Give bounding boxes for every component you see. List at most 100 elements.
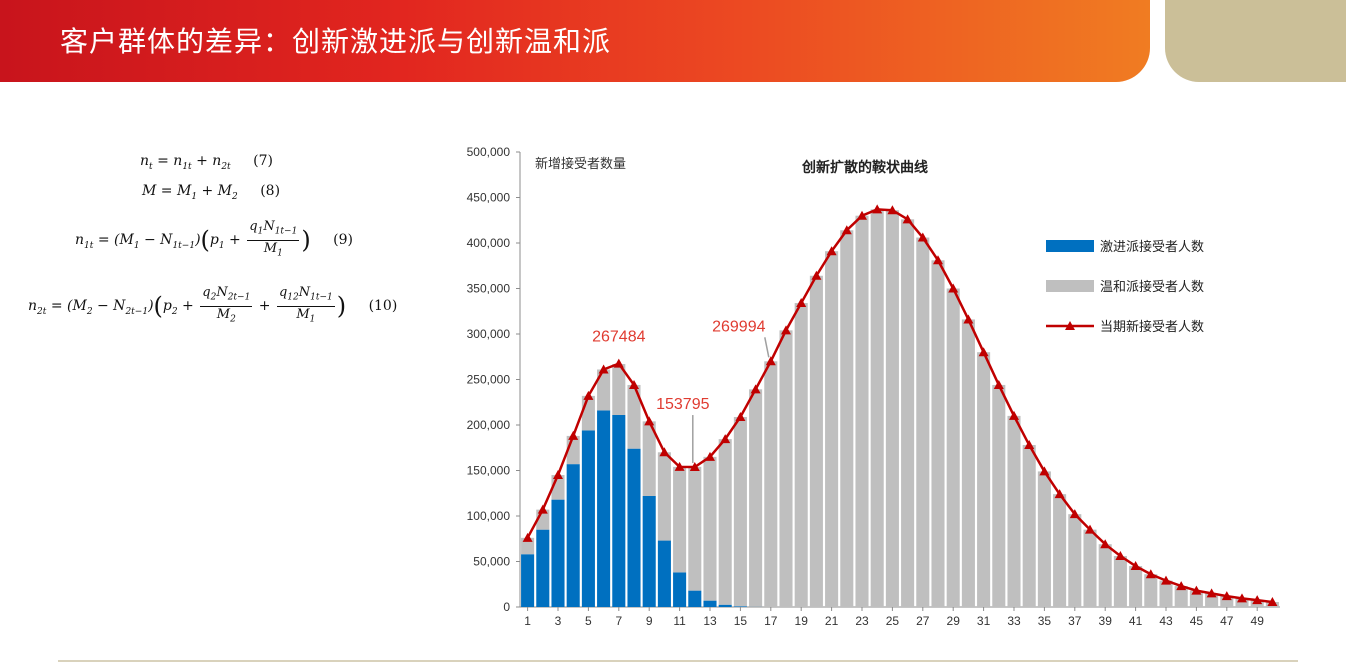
line-marker	[644, 416, 655, 426]
y-tick-label: 250,000	[467, 373, 511, 387]
header-decoration-tab	[1165, 0, 1346, 82]
equation-number: (10)	[368, 298, 398, 315]
equation-number: (8)	[260, 183, 281, 199]
line-marker	[1161, 575, 1171, 585]
line-new-adopters	[526, 208, 1273, 604]
bar-moderate	[1174, 586, 1188, 607]
bar-moderate	[977, 352, 991, 607]
bar-moderate	[870, 209, 884, 607]
bar-aggressive	[597, 410, 611, 607]
bar-moderate	[688, 466, 702, 591]
bar-moderate	[1083, 529, 1097, 607]
bar-aggressive	[673, 572, 687, 607]
bar-moderate	[825, 251, 839, 607]
line-marker	[841, 225, 852, 235]
chart-bars	[521, 209, 1279, 607]
bar-moderate	[840, 230, 854, 607]
bar-moderate	[946, 288, 960, 607]
annotation-label: 269994	[712, 318, 765, 335]
bar-moderate	[961, 319, 975, 607]
x-tick-label: 19	[795, 614, 809, 628]
line-marker	[537, 504, 548, 514]
line-marker	[1237, 593, 1247, 603]
line-marker	[553, 470, 563, 480]
line-marker	[1009, 410, 1019, 420]
equation-9: n1t = (M1 − N1t−1)(p1 + q1N1t−1 M1) (9)	[75, 219, 353, 259]
x-tick-label: 23	[855, 614, 869, 628]
bar-moderate	[916, 237, 930, 607]
line-marker	[522, 532, 533, 542]
line-marker	[1176, 581, 1187, 591]
x-tick-label: 49	[1251, 614, 1265, 628]
x-tick-label: 31	[977, 614, 991, 628]
bar-moderate	[1113, 556, 1127, 607]
x-tick-label: 33	[1007, 614, 1021, 628]
bar-moderate	[855, 215, 869, 607]
line-marker	[826, 246, 837, 256]
bar-moderate	[1144, 574, 1158, 607]
bar-aggressive	[581, 430, 595, 607]
line-marker	[781, 325, 791, 335]
line-marker	[629, 379, 639, 389]
bar-moderate	[1098, 544, 1112, 607]
bar-moderate	[992, 384, 1006, 607]
bar-moderate	[1053, 494, 1067, 607]
line-marker	[735, 411, 746, 421]
bar-aggressive	[703, 600, 717, 607]
bar-moderate	[1037, 471, 1051, 607]
chart-line	[522, 204, 1278, 606]
line-marker	[674, 461, 685, 471]
x-tick-label: 25	[886, 614, 900, 628]
line-marker	[1115, 551, 1126, 561]
line-marker	[1130, 561, 1141, 571]
bar-moderate	[794, 303, 808, 607]
line-marker	[1221, 591, 1232, 601]
x-tick-label: 11	[673, 614, 686, 628]
equation-number: (7)	[253, 153, 273, 169]
bar-moderate	[1159, 580, 1173, 607]
annotation-label: 153795	[656, 396, 709, 413]
x-tick-label: 41	[1129, 614, 1143, 628]
line-marker	[765, 356, 776, 366]
y-tick-label: 500,000	[467, 145, 511, 159]
chart-labels: 267484 153795 269994 新增接受者数量 创新扩散的鞍状曲线	[535, 156, 928, 464]
annotation-leader	[764, 337, 770, 358]
x-tick-label: 37	[1068, 614, 1082, 628]
line-marker	[568, 430, 579, 440]
bar-moderate	[521, 537, 535, 555]
x-tick-label: 13	[703, 614, 717, 628]
line-marker	[1024, 440, 1035, 450]
line-marker	[902, 214, 913, 224]
x-tick-label: 35	[1038, 614, 1052, 628]
y-tick-label: 300,000	[467, 327, 511, 341]
y-tick-label: 0	[503, 600, 510, 614]
line-marker	[948, 283, 959, 293]
bar-moderate	[581, 395, 595, 431]
x-tick-label: 27	[916, 614, 930, 628]
bar-aggressive	[642, 495, 656, 607]
bar-moderate	[1220, 596, 1234, 607]
bar-moderate	[642, 421, 656, 496]
line-marker	[659, 447, 670, 457]
bar-aggressive	[536, 529, 550, 607]
x-tick-label: 3	[555, 614, 562, 628]
line-marker	[1069, 509, 1080, 519]
y-tick-label: 350,000	[467, 282, 511, 296]
bar-moderate	[885, 210, 899, 607]
line-marker	[583, 390, 594, 400]
legend-label-line: 当期新接受者人数	[1100, 319, 1204, 335]
bar-moderate	[612, 364, 626, 415]
x-tick-label: 5	[585, 614, 592, 628]
x-tick-label: 21	[825, 614, 839, 628]
saddle-curve-chart: 0 50,000 100,000 150,000 200,000 250,000 300,0…	[467, 145, 1280, 628]
line-marker	[720, 434, 731, 444]
legend-swatch-moderate	[1046, 280, 1094, 292]
line-marker	[1145, 569, 1156, 579]
equation-number: (9)	[333, 232, 353, 249]
line-marker	[750, 384, 761, 394]
bar-moderate	[1189, 590, 1203, 607]
line-marker	[963, 314, 974, 324]
y-tick-label: 100,000	[467, 509, 511, 523]
bar-moderate	[1022, 445, 1036, 607]
